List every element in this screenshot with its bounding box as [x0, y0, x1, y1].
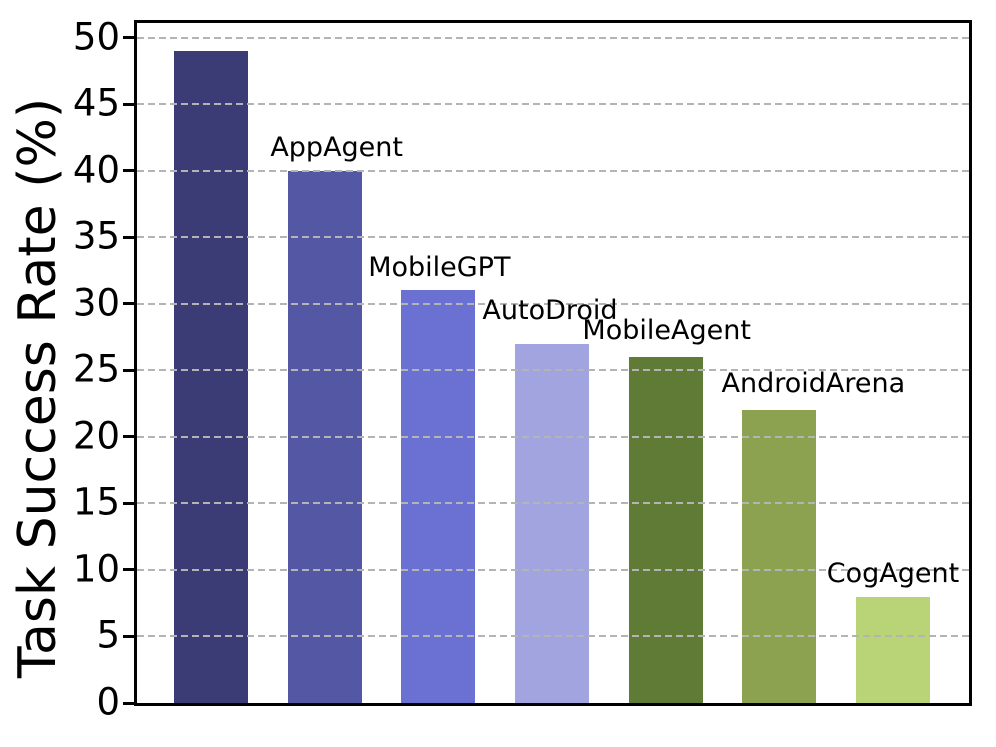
y-tick-mark-20	[123, 435, 137, 439]
y-tick-label-0: 0	[96, 680, 120, 724]
gridline-20	[137, 435, 969, 438]
y-tick-label-50: 50	[72, 15, 120, 59]
gridline-45	[137, 103, 969, 106]
y-tick-mark-30	[123, 302, 137, 306]
bar-autodroid	[515, 343, 589, 703]
y-tick-label-25: 25	[72, 347, 120, 391]
y-tick-mark-35	[123, 235, 137, 239]
bar-label-autodroid: AutoDroid	[482, 295, 618, 327]
y-tick-mark-50	[123, 36, 137, 40]
gridline-5	[137, 635, 969, 638]
y-tick-mark-40	[123, 169, 137, 173]
y-tick-mark-0	[123, 701, 137, 705]
plot-area: AppAgent MobileGPT AutoDroid MobileAgent And…	[134, 20, 972, 706]
gridline-15	[137, 502, 969, 505]
gridline-40	[137, 169, 969, 172]
bar-label-androidarena: AndroidArena	[721, 367, 906, 399]
y-tick-mark-45	[123, 102, 137, 106]
gridline-10	[137, 568, 969, 571]
gridline-50	[137, 36, 969, 39]
bar-cogagent	[856, 596, 931, 703]
bar-mobilegpt	[401, 290, 476, 703]
y-tick-mark-5	[123, 634, 137, 638]
bar-label-mobileagent: MobileAgent	[582, 314, 751, 346]
bar-mobileagent	[628, 357, 703, 703]
bar-label-appagent: AppAgent	[270, 132, 403, 164]
plot-inner: AppAgent MobileGPT AutoDroid MobileAgent And…	[137, 23, 969, 703]
bar-unlabeled	[174, 50, 248, 703]
bar-label-cogagent: CogAgent	[826, 558, 960, 590]
y-tick-mark-15	[123, 501, 137, 505]
gridline-35	[137, 236, 969, 239]
gridline-30	[137, 302, 969, 305]
y-tick-label-5: 5	[96, 614, 120, 658]
y-tick-label-10: 10	[72, 547, 120, 591]
y-tick-label-45: 45	[72, 81, 120, 125]
y-tick-mark-10	[123, 568, 137, 572]
y-tick-label-30: 30	[72, 281, 120, 325]
bar-androidarena	[742, 410, 817, 703]
y-tick-mark-25	[123, 368, 137, 372]
bar-label-mobilegpt: MobileGPT	[368, 252, 511, 284]
gridline-25	[137, 369, 969, 372]
y-tick-label-40: 40	[72, 148, 120, 192]
y-tick-label-20: 20	[72, 414, 120, 458]
y-tick-label-15: 15	[72, 481, 120, 525]
y-tick-label-35: 35	[72, 214, 120, 258]
